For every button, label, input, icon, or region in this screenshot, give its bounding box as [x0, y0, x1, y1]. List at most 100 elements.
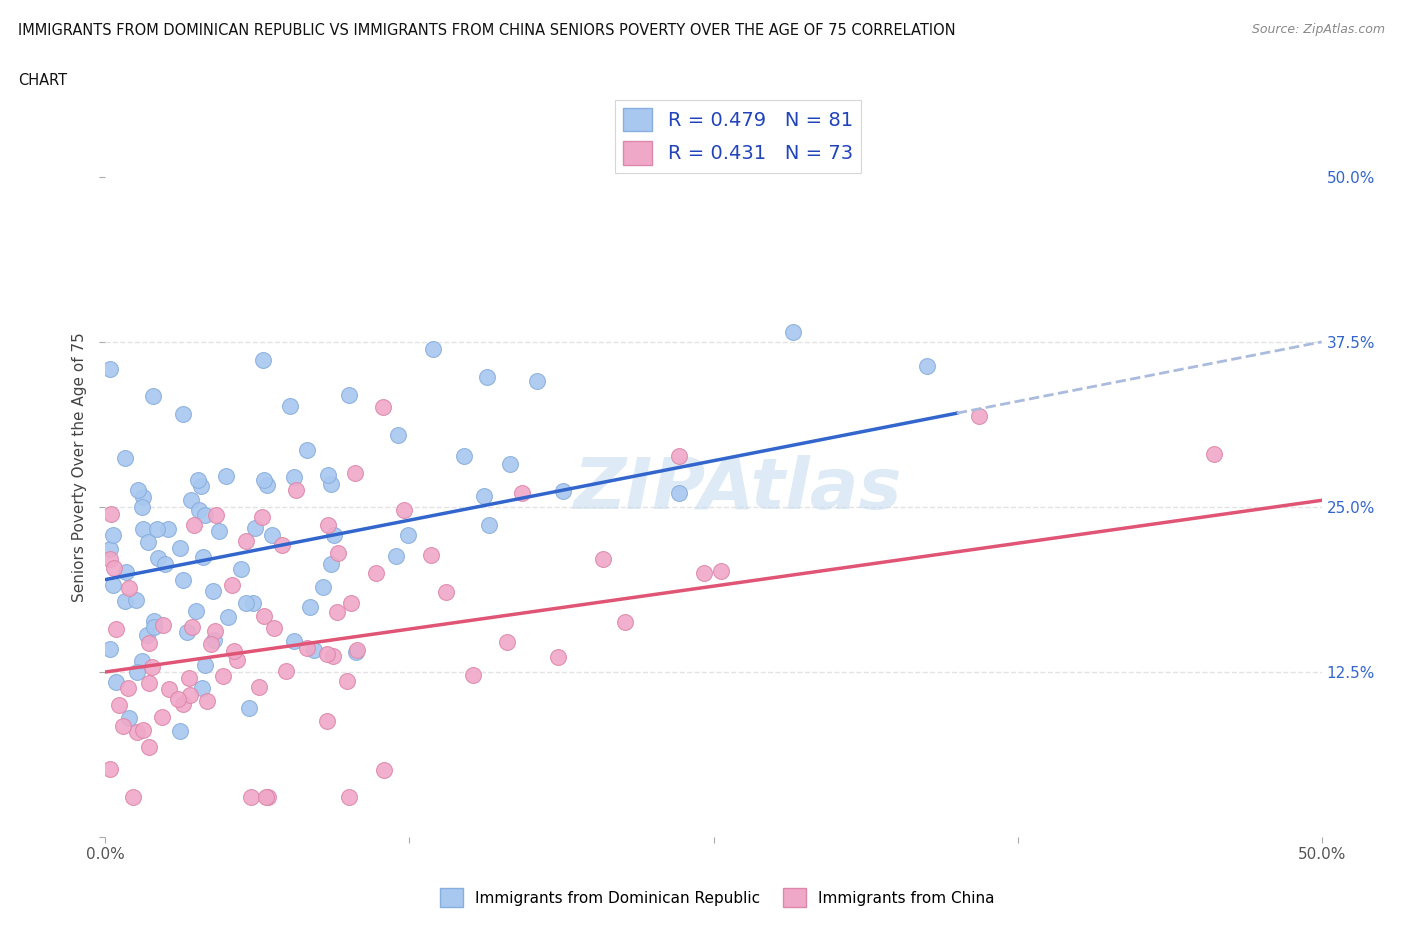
Point: [668, 448, 690, 463]
Point: [186, 472, 208, 487]
Point: [157, 681, 180, 696]
Point: [221, 578, 243, 592]
Point: [180, 493, 202, 508]
Point: [256, 478, 278, 493]
Point: [551, 484, 574, 498]
Text: Source: ZipAtlas.com: Source: ZipAtlas.com: [1251, 23, 1385, 36]
Point: [253, 473, 276, 488]
Point: [967, 408, 990, 423]
Point: [145, 521, 167, 536]
Point: [183, 518, 205, 533]
Point: [283, 633, 305, 648]
Point: [156, 522, 179, 537]
Point: [337, 388, 360, 403]
Point: [263, 620, 285, 635]
Point: [131, 490, 153, 505]
Point: [118, 580, 141, 595]
Point: [125, 592, 148, 607]
Point: [179, 687, 201, 702]
Point: [297, 641, 319, 656]
Point: [176, 625, 198, 640]
Point: [235, 595, 257, 610]
Point: [254, 790, 277, 804]
Point: [131, 654, 153, 669]
Point: [496, 634, 519, 649]
Point: [194, 508, 217, 523]
Point: [127, 483, 149, 498]
Point: [180, 619, 202, 634]
Point: [278, 399, 301, 414]
Point: [215, 468, 238, 483]
Point: [108, 698, 131, 712]
Point: [336, 673, 359, 688]
Point: [312, 580, 335, 595]
Point: [322, 648, 344, 663]
Point: [302, 643, 325, 658]
Point: [474, 489, 496, 504]
Point: [364, 565, 387, 580]
Point: [231, 561, 253, 576]
Point: [132, 723, 155, 737]
Point: [146, 551, 169, 565]
Point: [247, 679, 270, 694]
Point: [239, 790, 262, 804]
Point: [693, 565, 716, 580]
Point: [252, 352, 274, 367]
Point: [453, 448, 475, 463]
Point: [782, 325, 804, 339]
Point: [169, 724, 191, 738]
Point: [592, 551, 614, 566]
Point: [224, 643, 246, 658]
Point: [169, 540, 191, 555]
Point: [326, 605, 349, 620]
Text: IMMIGRANTS FROM DOMINICAN REPUBLIC VS IMMIGRANTS FROM CHINA SENIORS POVERTY OVER: IMMIGRANTS FROM DOMINICAN REPUBLIC VS IM…: [18, 23, 956, 38]
Point: [316, 518, 339, 533]
Point: [98, 642, 121, 657]
Point: [226, 653, 249, 668]
Point: [217, 610, 239, 625]
Point: [419, 548, 441, 563]
Legend: Immigrants from Dominican Republic, Immigrants from China: Immigrants from Dominican Republic, Immi…: [433, 883, 1001, 913]
Point: [510, 486, 533, 501]
Point: [710, 564, 733, 578]
Point: [257, 790, 280, 804]
Point: [315, 646, 337, 661]
Point: [117, 711, 139, 725]
Point: [142, 614, 165, 629]
Legend: R = 0.479   N = 81, R = 0.431   N = 73: R = 0.479 N = 81, R = 0.431 N = 73: [616, 100, 860, 173]
Point: [318, 468, 340, 483]
Point: [105, 621, 128, 636]
Point: [138, 535, 160, 550]
Point: [434, 584, 457, 599]
Point: [153, 556, 176, 571]
Point: [242, 595, 264, 610]
Point: [340, 596, 363, 611]
Point: [172, 697, 194, 711]
Point: [166, 691, 188, 706]
Point: [298, 600, 321, 615]
Point: [190, 479, 212, 494]
Point: [322, 527, 344, 542]
Point: [172, 406, 194, 421]
Point: [478, 517, 501, 532]
Point: [422, 341, 444, 356]
Point: [915, 359, 938, 374]
Point: [98, 361, 121, 376]
Point: [184, 604, 207, 618]
Point: [114, 593, 136, 608]
Point: [461, 668, 484, 683]
Point: [394, 503, 416, 518]
Point: [114, 451, 136, 466]
Point: [319, 557, 342, 572]
Point: [143, 619, 166, 634]
Point: [191, 549, 214, 564]
Point: [262, 528, 284, 543]
Y-axis label: Seniors Poverty Over the Age of 75: Seniors Poverty Over the Age of 75: [72, 332, 87, 603]
Point: [295, 443, 318, 458]
Point: [103, 561, 125, 576]
Point: [152, 618, 174, 632]
Point: [315, 713, 337, 728]
Point: [475, 369, 498, 384]
Point: [98, 762, 121, 777]
Point: [252, 609, 274, 624]
